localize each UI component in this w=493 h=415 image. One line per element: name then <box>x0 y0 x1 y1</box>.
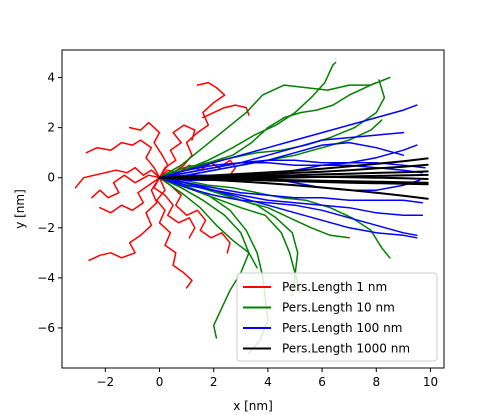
y-tick-label: 0 <box>47 171 55 185</box>
x-tick-label: 4 <box>264 375 272 389</box>
y-tick-label: −4 <box>37 271 55 285</box>
series-3-path-7 <box>158 176 418 239</box>
series-1-path-6 <box>156 176 193 289</box>
series-1-path-4 <box>99 176 161 214</box>
y-tick-label: −2 <box>37 221 55 235</box>
series-2-path-2 <box>158 61 337 179</box>
legend-frame <box>236 272 438 362</box>
series-2-path-7 <box>158 176 391 259</box>
y-tick-label: 2 <box>47 121 55 135</box>
x-axis-ticks: −2 0 2 4 6 8 10 <box>96 368 438 389</box>
series-1-path-3 <box>128 121 169 179</box>
series-1-path-13 <box>153 176 196 239</box>
legend: Pers.Length 1 nm Pers.Length 10 nm Pers.Le… <box>236 272 438 362</box>
series-3-path-3 <box>158 141 405 179</box>
plot-frame <box>61 49 445 369</box>
series-2-path-8 <box>158 176 302 294</box>
series-2-path-1 <box>158 76 391 179</box>
series-3-path-1 <box>158 104 418 179</box>
x-tick-label: 8 <box>372 375 380 389</box>
series-4 <box>158 157 429 200</box>
x-tick-label: 6 <box>318 375 326 389</box>
y-axis-label: y [nm] <box>13 189 27 229</box>
series-3-path-6 <box>158 176 424 217</box>
y-axis-ticks: −6 −4 −2 0 2 4 <box>37 71 62 335</box>
x-tick-label: 0 <box>156 375 164 389</box>
y-tick-label: 4 <box>47 71 55 85</box>
legend-label-3: Pers.Length 100 nm <box>282 321 402 335</box>
legend-label-2: Pers.Length 10 nm <box>282 301 395 315</box>
x-tick-label: 2 <box>210 375 218 389</box>
series-1-path-12 <box>158 124 196 179</box>
series-1-path-2 <box>85 139 161 179</box>
series-4-path-8 <box>158 175 429 180</box>
legend-label-4: Pers.Length 1000 nm <box>282 342 410 356</box>
series-2-path-9 <box>158 81 378 179</box>
series-3-path-9 <box>158 176 424 204</box>
series-1-path-9 <box>202 104 250 119</box>
series-3-path-8 <box>158 176 418 237</box>
legend-label-1: Pers.Length 1 nm <box>282 280 387 294</box>
series-2-path-10 <box>158 176 258 269</box>
series-1-path-7 <box>158 176 231 254</box>
series-4-path-7 <box>158 176 429 200</box>
series-1-path-5 <box>88 176 161 262</box>
series-1-path-11 <box>91 174 161 199</box>
x-tick-label: 10 <box>423 375 438 389</box>
y-tick-label: −6 <box>37 321 55 335</box>
x-tick-label: −2 <box>96 375 114 389</box>
series-1-path-8 <box>158 81 226 179</box>
series-1-path-1 <box>74 166 161 189</box>
series-3-path-10 <box>158 144 418 179</box>
series-layer <box>74 61 429 354</box>
x-axis-label: x [nm] <box>233 399 273 413</box>
